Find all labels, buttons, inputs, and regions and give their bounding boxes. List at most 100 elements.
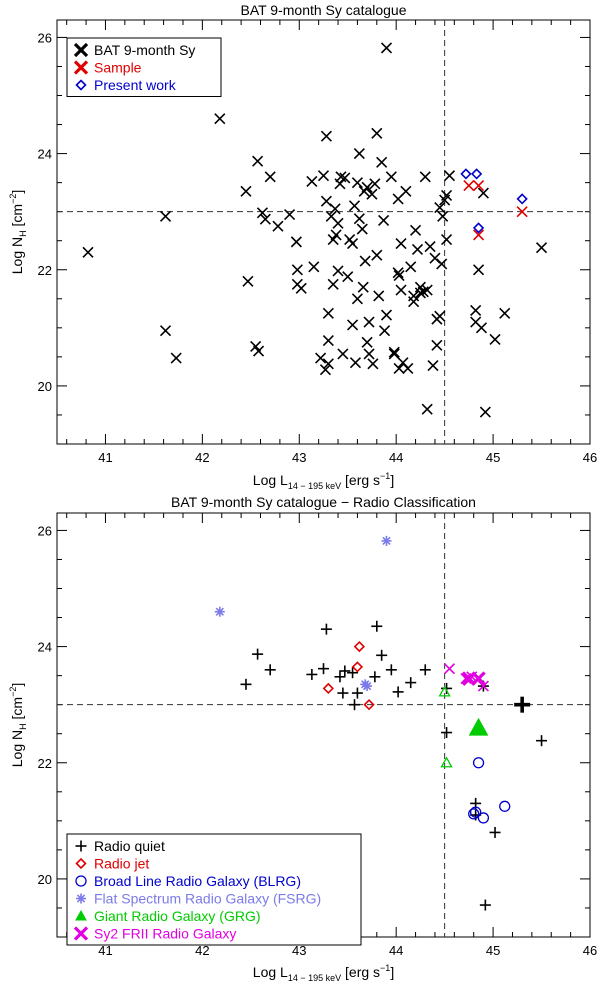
x-marker (499, 307, 511, 319)
plus-marker (371, 620, 383, 632)
x-marker (436, 258, 448, 270)
x-marker (335, 171, 347, 183)
y-tick-label: 22 (38, 263, 52, 278)
x-marker (327, 278, 339, 290)
x-marker (431, 339, 443, 351)
x-marker (351, 177, 363, 189)
x-marker (434, 310, 446, 322)
x-tick-label: 44 (389, 943, 403, 958)
legend-label: Broad Line Radio Galaxy (BLRG) (94, 873, 301, 889)
x-marker (284, 209, 296, 221)
diamond-marker (75, 79, 87, 91)
x-marker (479, 406, 491, 418)
y-tick-label: 20 (38, 379, 52, 394)
y-axis-label: Log NH [cm−2] (8, 683, 28, 767)
x-tick-label: 41 (98, 943, 112, 958)
plus-marker (392, 686, 404, 698)
x-marker (351, 293, 363, 305)
x-marker (322, 358, 334, 370)
plus-marker (306, 668, 318, 680)
plus-marker (514, 696, 531, 713)
asterisk-marker (362, 681, 373, 692)
x-marker (159, 325, 172, 337)
diamond-marker (353, 640, 365, 653)
x-marker (405, 261, 417, 273)
diamond-marker (470, 168, 483, 180)
triangle-marker (440, 756, 453, 768)
plus-marker (75, 840, 87, 852)
x-marker (393, 269, 405, 282)
series-present-work (460, 168, 528, 234)
x-marker (73, 60, 89, 75)
x-marker (395, 238, 407, 250)
diamond-marker (516, 193, 528, 205)
x-marker (434, 202, 446, 214)
x-marker (366, 188, 378, 200)
x-marker (414, 287, 426, 299)
legend-label: Sample (94, 60, 142, 76)
x-marker (400, 185, 412, 197)
x-marker (320, 195, 332, 207)
plus-marker (349, 699, 361, 711)
x-marker (82, 246, 94, 258)
series-sample (463, 179, 528, 241)
series-radio-jet (322, 640, 375, 711)
x-marker (441, 189, 453, 201)
chart-title: BAT 9-month Sy catalogue (240, 2, 406, 18)
x-marker (259, 213, 271, 225)
asterisk-marker (76, 893, 86, 904)
x-marker (291, 264, 303, 276)
x-tick-label: 42 (195, 450, 209, 465)
x-marker (408, 296, 420, 308)
triangle-marker (75, 909, 87, 921)
x-marker (348, 200, 361, 212)
diamond-marker (460, 168, 472, 180)
plus-marker (479, 899, 491, 911)
y-axis: 20 22 24 26 (38, 30, 590, 445)
plus-marker (376, 649, 388, 661)
x-marker (385, 171, 397, 183)
asterisk-marker (381, 535, 392, 546)
x-marker (419, 171, 431, 183)
legend-label: Present work (94, 77, 177, 93)
diamond-marker (363, 699, 375, 711)
x-marker (472, 179, 485, 192)
x-tick-label: 46 (583, 450, 597, 465)
x-marker (535, 242, 548, 254)
series-giant-radio-galaxy-grg (438, 685, 453, 768)
x-marker (347, 319, 359, 331)
asterisk-marker (214, 606, 225, 617)
x-tick-label: 46 (583, 943, 597, 958)
x-marker (308, 261, 320, 273)
plus-marker (320, 623, 332, 635)
x-marker (424, 240, 436, 253)
x-marker (256, 207, 269, 219)
x-marker (290, 236, 302, 248)
x-marker (240, 185, 252, 197)
x-marker (252, 155, 264, 167)
x-marker (463, 179, 475, 192)
x-marker (347, 238, 359, 250)
x-marker (356, 223, 368, 235)
x-marker (159, 210, 172, 222)
series-giant-radio-galaxy-grg-present-work (468, 717, 489, 736)
circle-marker (468, 808, 480, 820)
plus-marker (441, 682, 453, 694)
x-marker (242, 275, 254, 287)
x-marker (378, 214, 390, 226)
x-marker (393, 362, 405, 375)
x-marker (214, 113, 226, 125)
y-tick-label: 20 (38, 872, 52, 887)
y-tick-label: 24 (38, 640, 52, 655)
x-tick-label: 43 (292, 943, 306, 958)
x-marker (516, 206, 528, 218)
y-tick-label: 26 (38, 30, 52, 45)
x-marker (411, 243, 424, 255)
x-marker (402, 362, 414, 375)
series-flat-spectrum-radio-galaxy-fsrg (214, 535, 392, 692)
x-marker (357, 281, 369, 293)
legend-label: Sy2 FRII Radio Galaxy (94, 926, 236, 942)
